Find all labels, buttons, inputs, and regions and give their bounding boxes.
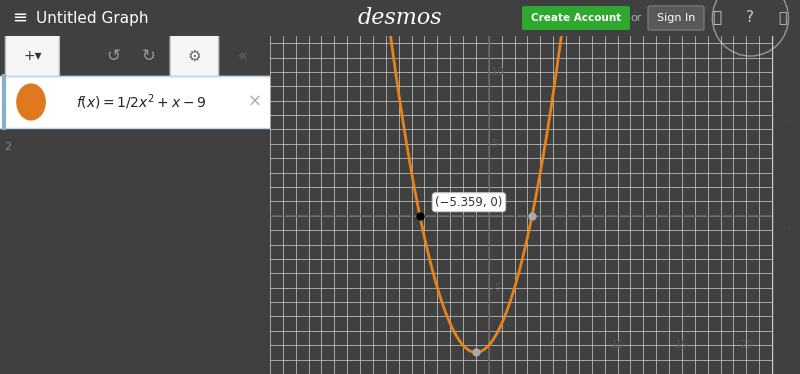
Circle shape	[16, 83, 46, 120]
Text: -5: -5	[491, 283, 502, 293]
Text: +▾: +▾	[23, 49, 42, 63]
FancyBboxPatch shape	[522, 6, 630, 30]
FancyBboxPatch shape	[6, 31, 59, 82]
Text: $f(x) = 1/2x^2 + x - 9$: $f(x) = 1/2x^2 + x - 9$	[76, 92, 206, 112]
Text: Create Account: Create Account	[531, 13, 621, 23]
Text: ⌂: ⌂	[782, 219, 790, 232]
Text: 🔧: 🔧	[782, 56, 790, 70]
Text: ~: ~	[25, 95, 38, 110]
Text: 10: 10	[610, 340, 625, 350]
Text: ?: ?	[746, 10, 754, 25]
FancyBboxPatch shape	[648, 6, 704, 30]
Text: 10: 10	[491, 67, 505, 77]
Text: 20: 20	[739, 340, 754, 350]
Text: 🌐: 🌐	[778, 11, 786, 25]
Text: Untitled Graph: Untitled Graph	[36, 10, 149, 25]
Text: (−5.359, 0): (−5.359, 0)	[435, 196, 502, 209]
Text: 5: 5	[550, 340, 557, 350]
Text: ×: ×	[248, 93, 262, 111]
Text: 2: 2	[4, 141, 11, 151]
Text: ⚙: ⚙	[187, 49, 202, 64]
Text: «: «	[238, 47, 248, 65]
Text: or: or	[630, 13, 642, 23]
Text: ↺: ↺	[106, 47, 120, 65]
Text: ≡: ≡	[12, 9, 27, 27]
Text: 15: 15	[675, 340, 689, 350]
Bar	[0, 76, 270, 128]
Text: −: −	[781, 165, 791, 178]
Text: Sign In: Sign In	[657, 13, 695, 23]
FancyBboxPatch shape	[170, 31, 218, 82]
Text: ↻: ↻	[142, 47, 155, 65]
Text: +: +	[781, 114, 791, 127]
Text: ⎋: ⎋	[712, 10, 722, 25]
Text: 5: 5	[491, 139, 498, 149]
Text: desmos: desmos	[358, 7, 442, 29]
